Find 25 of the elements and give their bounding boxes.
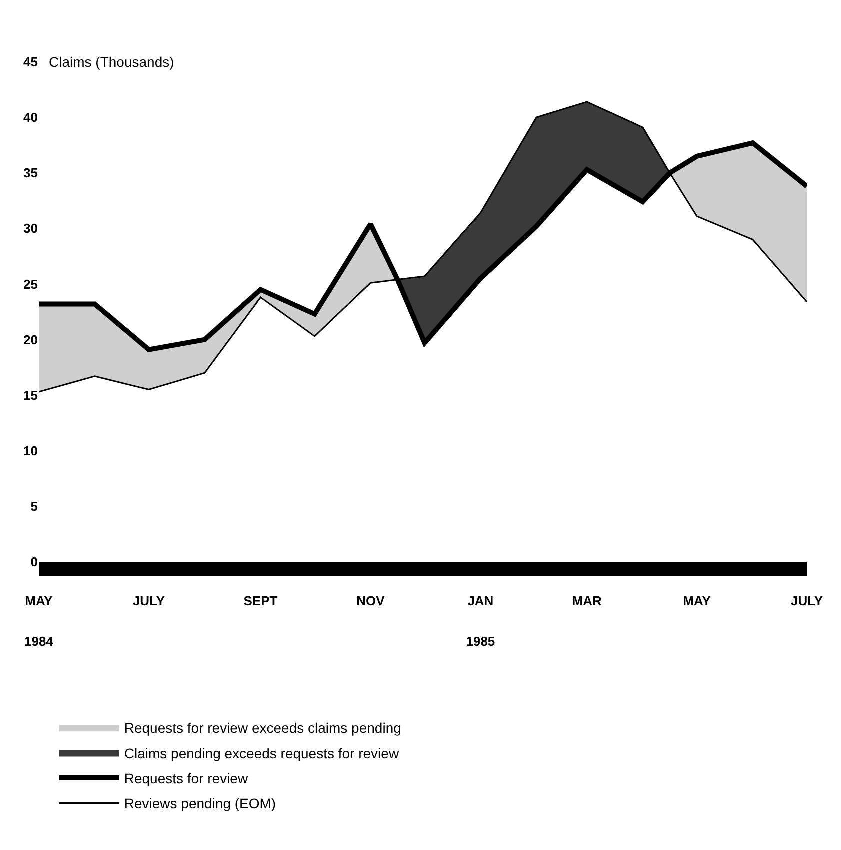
y-tick-label: 45 (24, 54, 38, 70)
y-tick-label: 20 (24, 332, 38, 348)
x-tick-label: JAN (468, 594, 494, 609)
y-tick-label: 35 (24, 166, 38, 181)
x-tick-label: JULY (132, 594, 166, 609)
x-tick-label: MAR (572, 594, 602, 609)
legend-label: Requests for review exceeds claims pending (124, 720, 402, 736)
y-tick-label: 30 (24, 221, 38, 236)
x-tick-label: MAY (25, 594, 54, 609)
y-axis-title: Claims (Thousands) (49, 54, 174, 70)
y-tick-label: 40 (24, 110, 38, 126)
legend-label: Requests for review (124, 770, 249, 786)
y-tick-label: 5 (30, 498, 38, 514)
x2-tick-label: 1984 (24, 634, 54, 649)
x2-tick-label: 1985 (466, 634, 496, 649)
x-tick-label: NOV (356, 594, 386, 609)
x-tick-label: JULY (790, 594, 824, 609)
y-tick-label: 15 (24, 388, 38, 403)
legend-label: Reviews pending (EOM) (124, 796, 276, 812)
y-tick-label: 25 (24, 276, 38, 292)
legend-label: Claims pending exceeds requests for review (124, 745, 400, 762)
y-tick-label: 0 (30, 554, 38, 570)
x-tick-label: MAY (683, 594, 712, 609)
x-tick-label: SEPT (244, 594, 278, 609)
y-tick-label: 10 (24, 443, 38, 458)
